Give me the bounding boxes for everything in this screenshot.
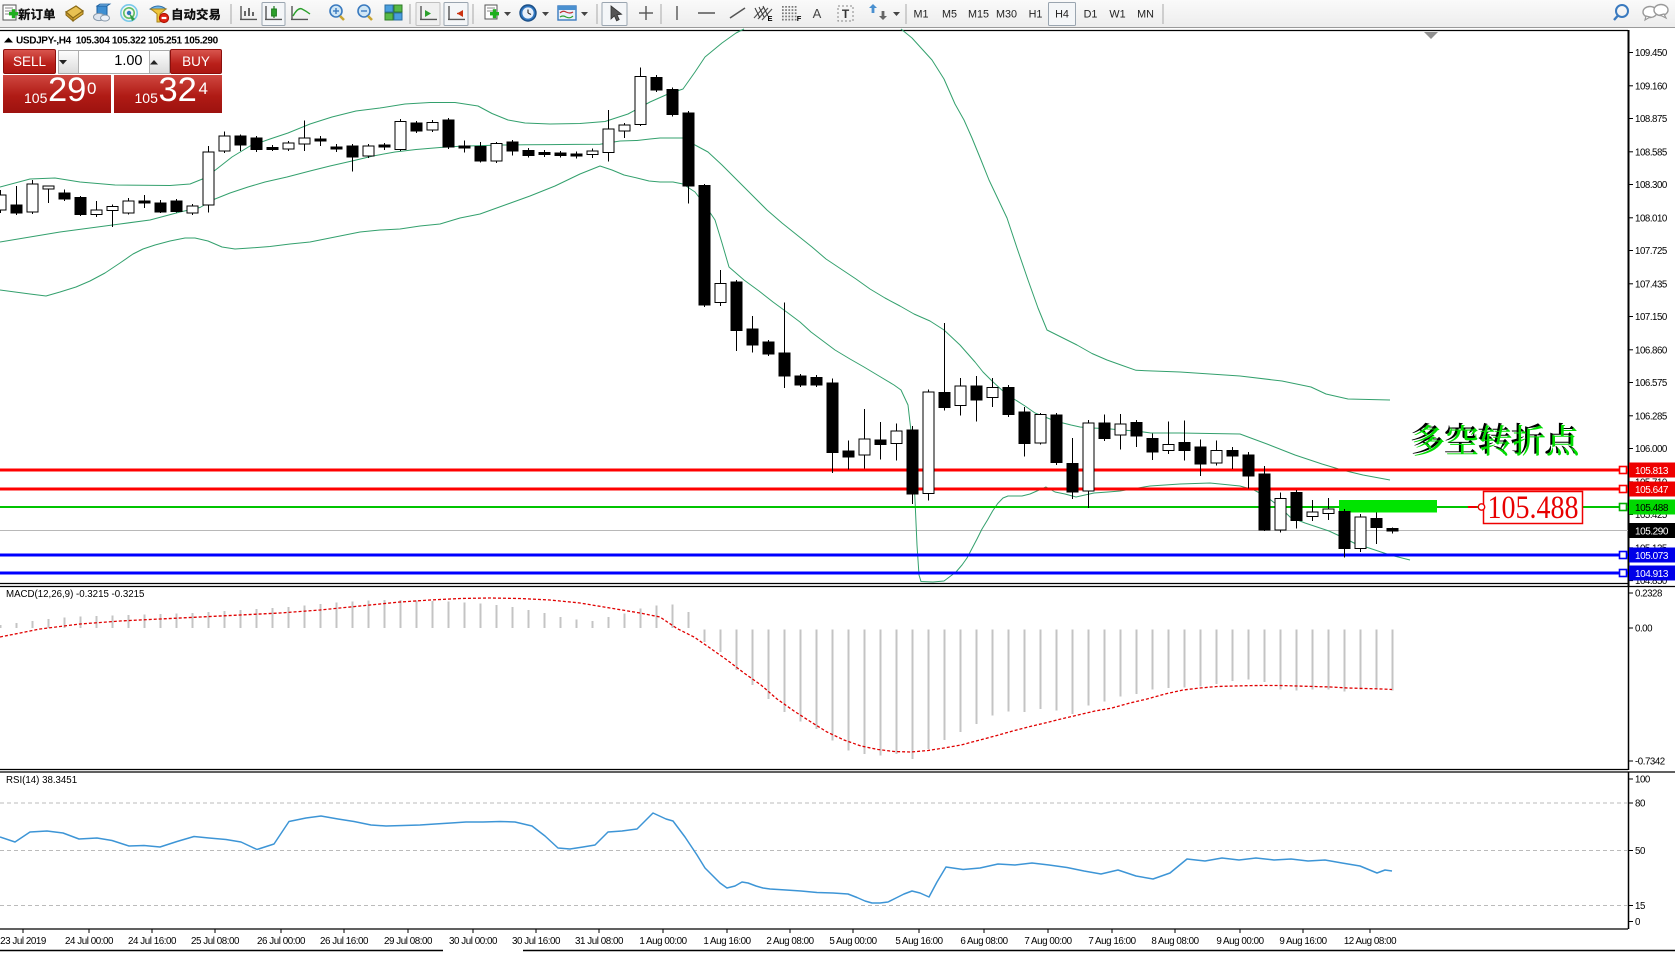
svg-text:29 Jul 08:00: 29 Jul 08:00 [384, 936, 433, 947]
svg-text:25 Jul 08:00: 25 Jul 08:00 [191, 936, 240, 947]
svg-text:105.813: 105.813 [1635, 466, 1669, 477]
svg-text:MACD(12,26,9) -0.3215 -0.3215: MACD(12,26,9) -0.3215 -0.3215 [6, 589, 144, 600]
svg-text:23 Jul 2019: 23 Jul 2019 [0, 936, 46, 947]
svg-text:9 Aug 00:00: 9 Aug 00:00 [1216, 936, 1264, 947]
svg-text:-0.7342: -0.7342 [1635, 757, 1665, 768]
svg-text:H4: H4 [1055, 9, 1069, 21]
svg-text:106.575: 106.575 [1635, 378, 1667, 389]
svg-text:50: 50 [1635, 846, 1646, 857]
svg-text:109.450: 109.450 [1635, 48, 1668, 59]
svg-text:5 Aug 16:00: 5 Aug 16:00 [895, 936, 943, 947]
svg-text:24 Jul 16:00: 24 Jul 16:00 [128, 936, 177, 947]
svg-text:104.913: 104.913 [1635, 569, 1669, 580]
svg-text:0: 0 [1635, 917, 1641, 928]
svg-text:105.425: 105.425 [1635, 510, 1667, 521]
svg-text:W1: W1 [1109, 9, 1125, 21]
svg-text:107.150: 107.150 [1635, 312, 1668, 323]
svg-text:A: A [813, 6, 822, 21]
svg-text:107.725: 107.725 [1635, 246, 1667, 257]
svg-text:M5: M5 [942, 9, 957, 21]
svg-text:30 Jul 16:00: 30 Jul 16:00 [512, 936, 561, 947]
svg-text:108.875: 108.875 [1635, 114, 1667, 125]
svg-text:E: E [767, 14, 772, 23]
svg-text:1 Aug 00:00: 1 Aug 00:00 [639, 936, 687, 947]
svg-text:30 Jul 00:00: 30 Jul 00:00 [449, 936, 498, 947]
svg-text:7 Aug 16:00: 7 Aug 16:00 [1088, 936, 1136, 947]
svg-text:106.860: 106.860 [1635, 345, 1668, 356]
svg-text:80: 80 [1635, 799, 1646, 810]
svg-text:109.160: 109.160 [1635, 81, 1668, 92]
svg-text:USDJPY-,H4 105.304 105.322 10: USDJPY-,H4 105.304 105.322 105.251 105.2… [16, 36, 219, 47]
svg-text:0.2328: 0.2328 [1635, 589, 1662, 600]
svg-text:106.000: 106.000 [1635, 444, 1668, 455]
svg-text:100: 100 [1635, 775, 1651, 786]
svg-text:6 Aug 08:00: 6 Aug 08:00 [960, 936, 1008, 947]
svg-text:5 Aug 00:00: 5 Aug 00:00 [829, 936, 877, 947]
svg-text:H1: H1 [1029, 9, 1043, 21]
svg-text:M1: M1 [914, 9, 929, 21]
svg-text:105.647: 105.647 [1635, 485, 1669, 496]
svg-text:104.850: 104.850 [1635, 576, 1668, 587]
svg-text:107.435: 107.435 [1635, 279, 1667, 290]
svg-text:0.00: 0.00 [1635, 624, 1653, 635]
svg-text:106.285: 106.285 [1635, 411, 1667, 422]
svg-text:105.290: 105.290 [1635, 526, 1669, 537]
svg-text:108.010: 108.010 [1635, 213, 1668, 224]
svg-text:MN: MN [1137, 9, 1154, 21]
svg-text:M15: M15 [968, 9, 989, 21]
svg-text:RSI(14) 38.3451: RSI(14) 38.3451 [6, 775, 77, 786]
svg-text:2 Aug 08:00: 2 Aug 08:00 [766, 936, 814, 947]
svg-text:105.488: 105.488 [1635, 503, 1669, 514]
svg-text:105.488: 105.488 [1488, 490, 1579, 526]
svg-text:105.073: 105.073 [1635, 551, 1669, 562]
svg-text:M30: M30 [996, 9, 1017, 21]
svg-text:12 Aug 08:00: 12 Aug 08:00 [1344, 936, 1397, 947]
svg-text:31 Jul 08:00: 31 Jul 08:00 [575, 936, 624, 947]
svg-text:9 Aug 16:00: 9 Aug 16:00 [1279, 936, 1327, 947]
svg-text:8 Aug 08:00: 8 Aug 08:00 [1151, 936, 1199, 947]
svg-text:F: F [797, 14, 802, 23]
svg-text:T: T [842, 7, 850, 21]
svg-text:D1: D1 [1084, 9, 1098, 21]
svg-text:108.300: 108.300 [1635, 180, 1668, 191]
svg-text:108.585: 108.585 [1635, 147, 1667, 158]
svg-text:7 Aug 00:00: 7 Aug 00:00 [1024, 936, 1072, 947]
svg-text:1 Aug 16:00: 1 Aug 16:00 [703, 936, 751, 947]
svg-text:26 Jul 00:00: 26 Jul 00:00 [257, 936, 306, 947]
svg-text:15: 15 [1635, 901, 1645, 912]
svg-text:26 Jul 16:00: 26 Jul 16:00 [320, 936, 369, 947]
svg-text:24 Jul 00:00: 24 Jul 00:00 [65, 936, 114, 947]
